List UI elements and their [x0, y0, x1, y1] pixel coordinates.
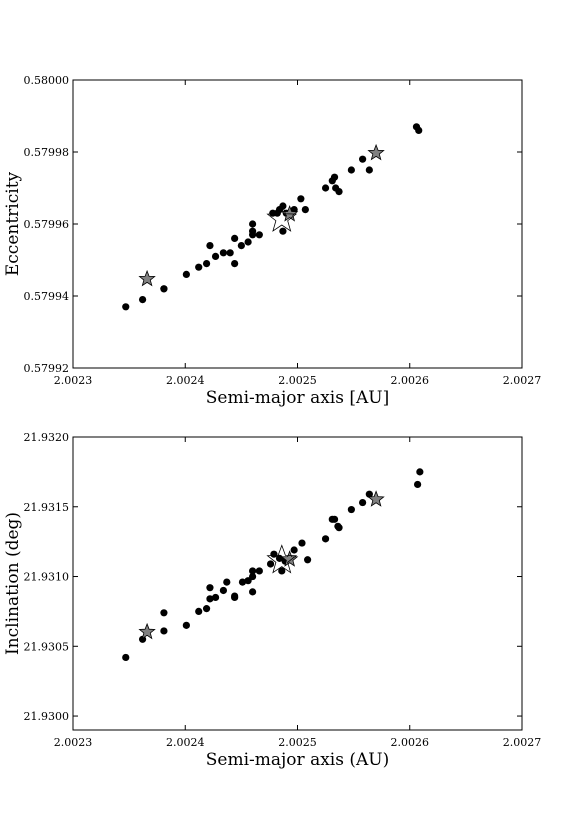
data-point	[219, 249, 228, 257]
y-tick-label: 0.57996	[24, 218, 70, 231]
y-tick-label: 0.57998	[24, 146, 70, 159]
data-point	[231, 234, 239, 242]
data-point	[365, 490, 373, 498]
data-point	[211, 593, 220, 602]
data-point	[416, 468, 424, 476]
data-point	[122, 303, 130, 311]
x-tick-label: 2.0026	[391, 374, 430, 387]
x-tick-label: 2.0027	[503, 374, 542, 387]
data-point	[330, 173, 339, 181]
data-point	[249, 227, 257, 235]
y-tick-label: 0.57992	[24, 362, 70, 375]
data-point	[335, 524, 343, 532]
y-tick-label: 21.9300	[24, 710, 70, 723]
x-axis-label: Semi-major axis [AU]	[206, 388, 389, 408]
data-point	[231, 592, 239, 600]
data-point	[231, 260, 239, 268]
y-tick-label: 0.58000	[24, 74, 70, 87]
data-point	[223, 578, 231, 586]
x-tick-label: 2.0026	[391, 736, 430, 749]
x-axis-label: Semi-major axis (AU)	[206, 750, 389, 770]
star-marker	[280, 205, 299, 222]
data-point	[298, 539, 306, 547]
y-tick-label: 21.9305	[24, 640, 70, 653]
x-tick-label: 2.0025	[278, 374, 317, 387]
chart-1: 2.0023 2.0024 2.0025 2.0026 2.0027 0.57992 0.5…	[3, 74, 541, 408]
data-point	[290, 546, 298, 554]
y-axis-label: Eccentricity	[3, 171, 23, 276]
data-point	[359, 155, 367, 163]
data-point	[330, 515, 339, 523]
data-point	[195, 607, 203, 616]
data-point	[160, 627, 168, 635]
data-point	[182, 621, 190, 629]
data-point	[237, 242, 245, 250]
x-tick-label: 2.0023	[54, 374, 93, 387]
data-point	[195, 263, 203, 271]
y-axis-label: Inclination (deg)	[3, 512, 23, 655]
data-point	[160, 609, 168, 617]
data-point	[365, 166, 373, 174]
data-point	[414, 480, 422, 489]
data-point	[321, 535, 330, 543]
data-point	[206, 584, 214, 592]
open-star-marker	[266, 544, 298, 574]
open-star-marker	[266, 202, 298, 232]
data-point	[238, 578, 247, 586]
data-point	[138, 296, 147, 304]
y-tick-label: 21.9315	[24, 501, 70, 514]
data-point	[249, 588, 257, 596]
data-point	[122, 653, 130, 662]
data-point	[211, 252, 220, 260]
x-tick-label: 2.0027	[503, 736, 542, 749]
data-point	[270, 550, 278, 558]
data-point	[297, 195, 305, 203]
data-point	[226, 249, 234, 257]
data-point	[266, 560, 275, 568]
data-point	[249, 567, 257, 575]
data-point	[335, 188, 343, 196]
data-point	[415, 126, 423, 134]
data-point	[160, 285, 168, 293]
data-point	[359, 498, 367, 507]
data-point	[321, 184, 330, 192]
data-point	[347, 505, 355, 514]
x-tick-label: 2.0025	[278, 736, 317, 749]
data-point	[255, 231, 263, 239]
y-tick-label: 21.9320	[24, 431, 70, 444]
data-point	[249, 572, 257, 581]
star-marker	[138, 622, 156, 640]
x-tick-label: 2.0024	[166, 374, 205, 387]
star-marker	[138, 269, 156, 287]
data-point	[182, 270, 190, 278]
data-point	[255, 567, 263, 575]
data-point	[219, 586, 228, 595]
star-marker	[367, 143, 385, 161]
data-point	[249, 220, 257, 228]
data-point	[347, 166, 355, 174]
data-point	[206, 595, 214, 603]
y-tick-label: 21.9310	[24, 571, 70, 584]
data-point	[244, 238, 252, 246]
data-point	[304, 556, 312, 564]
x-tick-label: 2.0023	[54, 736, 93, 749]
star-marker	[280, 550, 299, 567]
data-point	[301, 206, 309, 214]
x-tick-label: 2.0024	[166, 736, 205, 749]
data-point	[206, 242, 214, 250]
star-marker	[367, 490, 385, 507]
data-point	[278, 567, 286, 575]
data-point	[279, 227, 287, 235]
data-point	[202, 260, 211, 268]
chart-2: 2.0023 2.0024 2.0025 2.0026 2.0027 21.9300 21.…	[3, 431, 541, 770]
data-point	[202, 605, 211, 613]
y-tick-label: 0.57994	[24, 290, 70, 303]
